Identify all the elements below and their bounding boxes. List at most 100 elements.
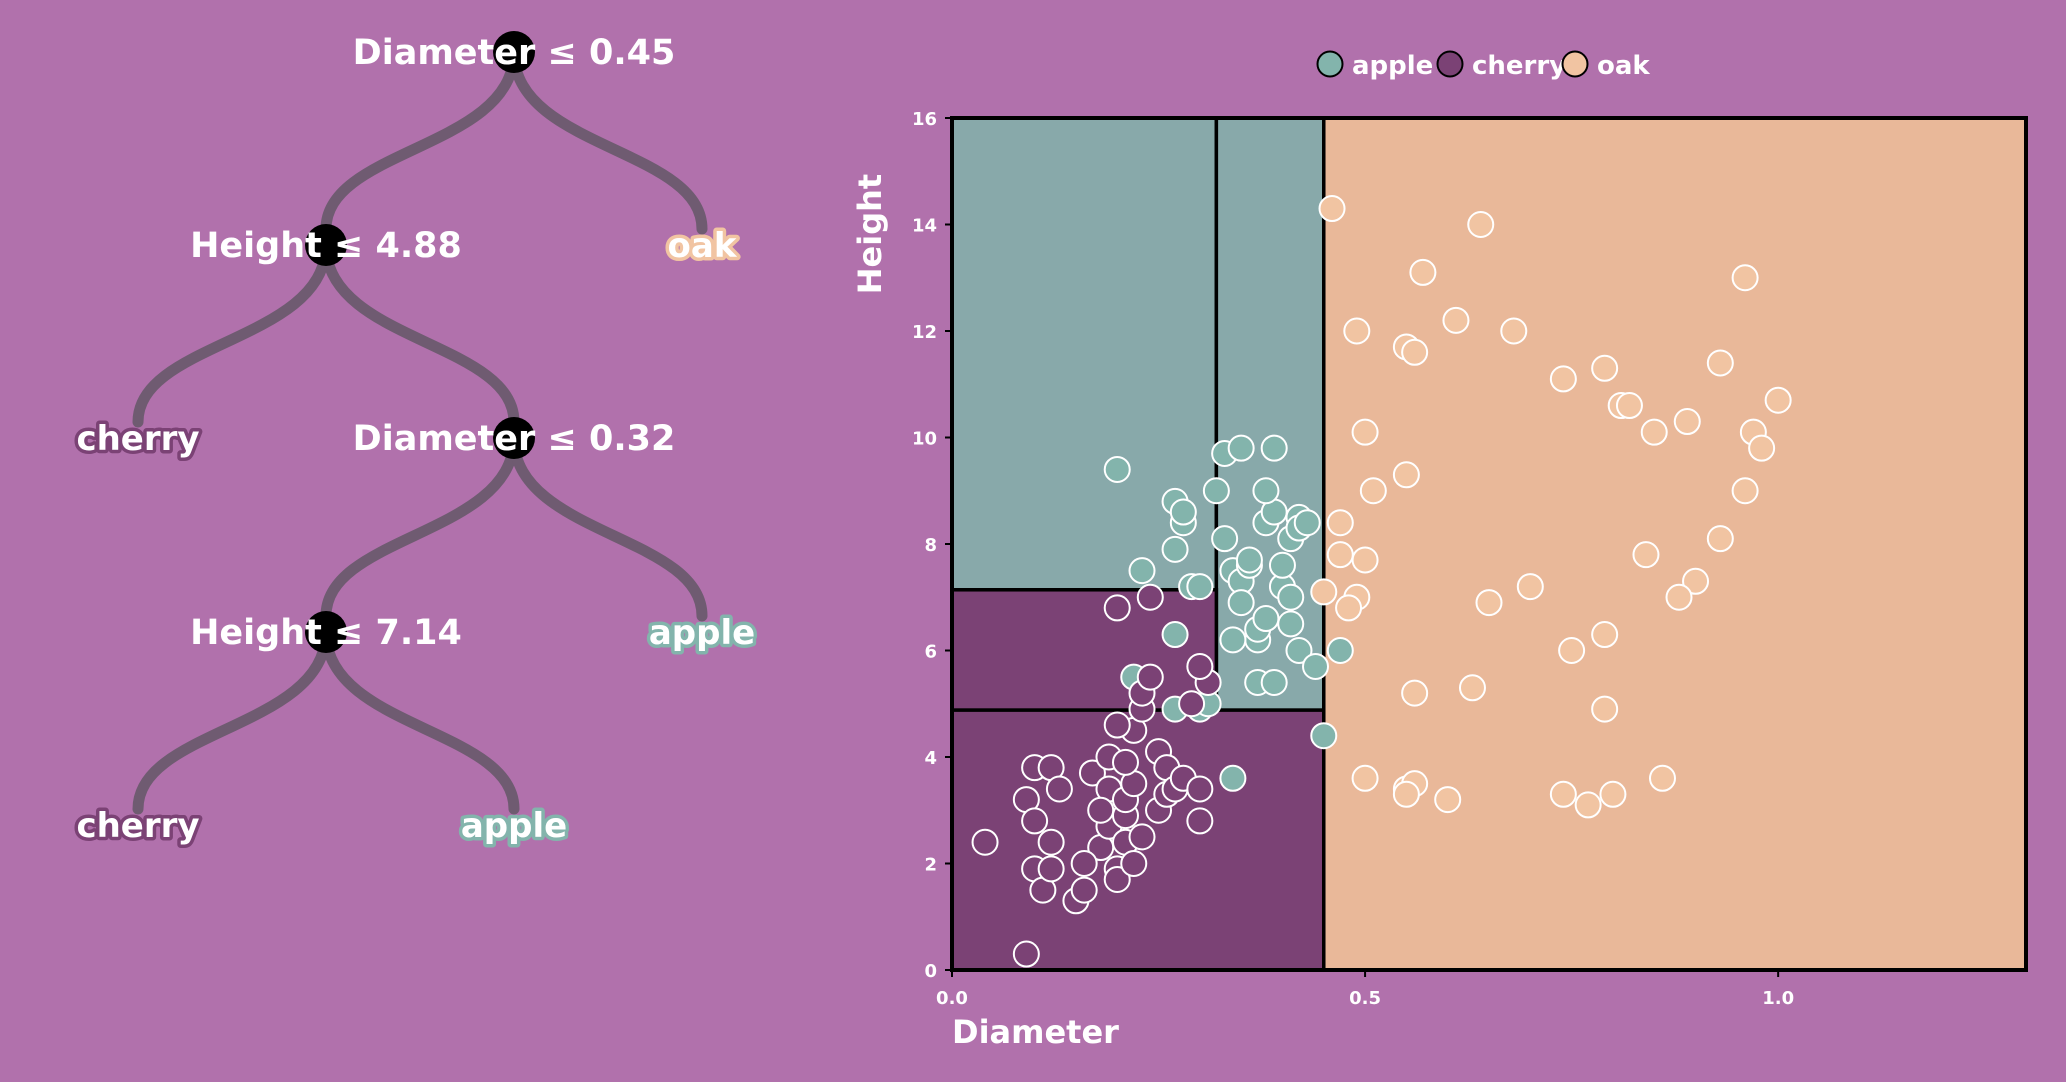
point-oak [1326, 541, 1354, 569]
legend-swatch-apple [1316, 50, 1344, 78]
tree-leaf-cherry: cherry [76, 806, 199, 846]
point-oak [1326, 509, 1354, 537]
point-cherry [1103, 711, 1131, 739]
tree-leaf-cherry: cherry [76, 419, 199, 459]
point-oak [1359, 477, 1387, 505]
tree-node-marker [493, 31, 535, 73]
point-apple [1219, 626, 1247, 654]
point-oak [1591, 695, 1619, 723]
y-axis-title: Height [851, 174, 889, 294]
tree-branch [320, 432, 520, 622]
tree-node-marker [305, 611, 347, 653]
tree-branch [132, 239, 332, 428]
point-oak [1434, 786, 1462, 814]
point-cherry [1037, 855, 1065, 883]
point-oak [1665, 583, 1693, 611]
point-apple [1161, 621, 1189, 649]
point-apple [1186, 573, 1214, 601]
x-axis: 0.0 0.5 1.0 [936, 970, 1794, 1009]
point-cherry [1070, 876, 1098, 904]
point-oak [1475, 589, 1503, 617]
point-oak [1401, 679, 1429, 707]
point-oak [1351, 418, 1379, 446]
point-oak [1310, 578, 1338, 606]
point-apple [1235, 546, 1263, 574]
point-cherry [1021, 807, 1049, 835]
point-oak [1409, 258, 1437, 286]
legend-label-cherry: cherry [1472, 51, 1566, 81]
tree-node-marker [493, 417, 535, 459]
point-apple [1260, 434, 1288, 462]
x-tick-label: 1.0 [1762, 988, 1794, 1009]
tree-node-label: Height ≤ 4.88 [190, 226, 462, 266]
point-oak [1335, 594, 1363, 622]
point-apple [1161, 535, 1189, 563]
tree-leaf-apple: apple [649, 613, 755, 653]
tree-nodes [305, 31, 535, 653]
point-oak [1442, 306, 1470, 334]
point-apple [1268, 551, 1296, 579]
point-oak [1731, 477, 1759, 505]
legend-swatch-cherry [1436, 50, 1464, 78]
y-tick-label: 16 [912, 109, 937, 130]
point-oak [1706, 525, 1734, 553]
point-apple [1285, 637, 1313, 664]
y-tick-label: 2 [924, 855, 937, 876]
point-apple [1302, 652, 1330, 680]
y-tick-label: 6 [924, 642, 937, 663]
point-apple [1252, 477, 1280, 505]
tree-branch [320, 46, 520, 235]
region-oak [1322, 116, 2028, 972]
point-cherry [1186, 652, 1214, 680]
tree-node-label: Diameter ≤ 0.45 [353, 33, 676, 73]
point-apple [1227, 434, 1255, 462]
tree-branch [508, 432, 708, 622]
tree-branch [320, 626, 520, 815]
point-oak [1591, 621, 1619, 649]
tree-leaf-apple: apple [461, 806, 567, 846]
point-cherry [1128, 823, 1156, 851]
point-oak [1748, 434, 1776, 462]
point-oak [1682, 567, 1710, 595]
point-oak [1731, 264, 1759, 292]
y-tick-label: 0 [924, 961, 937, 982]
point-cherry [1111, 748, 1139, 776]
point-oak [1632, 541, 1660, 569]
point-oak [1549, 365, 1577, 393]
point-cherry [1012, 940, 1040, 968]
legend-swatch-oak [1561, 50, 1589, 78]
point-oak [1401, 338, 1429, 366]
y-tick-label: 10 [912, 429, 937, 450]
y-tick-label: 4 [924, 748, 937, 769]
point-oak [1318, 195, 1346, 223]
point-cherry [1045, 775, 1073, 803]
point-oak [1458, 674, 1486, 702]
point-cherry [1178, 690, 1206, 718]
legend: apple cherry oak [1316, 50, 1650, 81]
decision-tree: Diameter ≤ 0.45 Height ≤ 4.88 Diameter ≤ 0… [73, 31, 759, 850]
point-apple [1277, 610, 1305, 638]
y-tick-label: 8 [924, 535, 937, 556]
point-oak [1500, 317, 1528, 345]
point-cherry [1120, 850, 1148, 877]
point-apple [1326, 637, 1354, 664]
point-oak [1516, 573, 1544, 601]
y-tick-label: 14 [912, 216, 937, 237]
point-apple [1310, 722, 1338, 750]
tree-branches [132, 46, 708, 815]
point-apple [1227, 589, 1255, 617]
legend-label-apple: apple [1352, 51, 1433, 81]
point-apple [1277, 583, 1305, 611]
point-oak [1558, 637, 1586, 664]
point-apple [1293, 509, 1321, 537]
point-apple [1211, 525, 1239, 553]
y-axis: 0 2 4 6 8 10 12 14 16 [912, 109, 952, 982]
data-points [971, 195, 1792, 968]
tree-node-label: Diameter ≤ 0.32 [353, 419, 676, 459]
x-axis-title: Diameter [952, 1013, 1119, 1051]
tree-node-label: Height ≤ 7.14 [190, 613, 462, 653]
point-cherry [1037, 828, 1065, 856]
point-oak [1343, 317, 1371, 345]
point-cherry [1103, 865, 1131, 893]
